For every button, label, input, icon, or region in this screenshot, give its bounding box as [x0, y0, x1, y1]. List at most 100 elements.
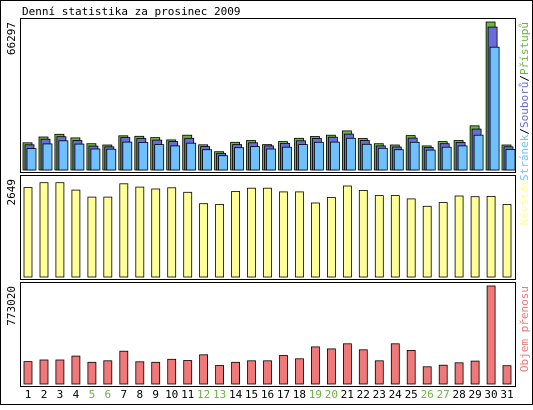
bar-Návštěv-24: [390, 195, 400, 278]
bar-Objem přenosu-18: [295, 358, 304, 385]
legend-entry: Přístupů: [518, 22, 531, 75]
bar-Stránek-29: [473, 134, 484, 171]
legend: Návštěv: [518, 179, 531, 226]
bar-Objem přenosu-17: [279, 355, 288, 385]
bar-Návštěv-29: [470, 196, 480, 278]
bar-Návštěv-16: [263, 187, 272, 278]
bar-Návštěv-18: [295, 191, 304, 278]
bar-Návštěv-17: [279, 191, 288, 278]
day-label-27: 27: [436, 388, 449, 401]
bar-Stránek-6: [106, 148, 117, 171]
bar-Objem přenosu-29: [470, 360, 480, 385]
bar-Návštěv-23: [374, 195, 384, 278]
bar-Stránek-20: [329, 141, 340, 171]
day-label-14: 14: [229, 388, 243, 401]
day-label-21: 21: [341, 388, 354, 401]
day-label-25: 25: [405, 388, 418, 401]
bar-Návštěv-13: [215, 204, 225, 278]
bar-Stránek-27: [441, 146, 452, 171]
legend-entry: Stránek: [518, 134, 531, 181]
bar-Objem přenosu-9: [151, 361, 161, 385]
day-label-11: 11: [181, 388, 194, 401]
bar-Stránek-23: [377, 147, 388, 171]
bar-Objem přenosu-11: [183, 360, 193, 385]
bar-Objem přenosu-23: [374, 360, 384, 385]
bar-Stránek-3: [58, 140, 69, 171]
bar-Návštěv-11: [183, 191, 193, 278]
bar-Stránek-4: [74, 143, 85, 171]
legend: Objem přenosu: [518, 286, 531, 372]
day-label-28: 28: [452, 388, 465, 401]
day-label-13: 13: [213, 388, 226, 401]
day-label-8: 8: [136, 388, 143, 401]
bar-Stránek-24: [393, 149, 404, 171]
day-label-4: 4: [73, 388, 80, 401]
legend-entry: Souborů: [518, 82, 531, 128]
day-label-26: 26: [421, 388, 434, 401]
day-label-3: 3: [57, 388, 64, 401]
bar-Návštěv-25: [406, 198, 416, 278]
bar-Stránek-12: [202, 149, 213, 171]
bar-Stránek-30: [489, 46, 500, 171]
day-label-30: 30: [484, 388, 497, 401]
day-label-7: 7: [120, 388, 127, 401]
bar-Návštěv-4: [71, 189, 81, 278]
bar-Návštěv-15: [247, 187, 256, 278]
day-label-24: 24: [389, 388, 403, 401]
bar-Stránek-17: [282, 146, 292, 171]
bar-Objem přenosu-30: [486, 285, 496, 385]
bar-Objem přenosu-24: [390, 343, 400, 385]
bar-Návštěv-21: [342, 185, 352, 278]
day-label-18: 18: [293, 388, 306, 401]
bar-Objem přenosu-16: [263, 360, 272, 385]
bar-Stránek-25: [409, 141, 420, 171]
bar-Návštěv-6: [103, 196, 113, 278]
day-label-12: 12: [197, 388, 210, 401]
day-label-20: 20: [325, 388, 338, 401]
bar-Objem přenosu-2: [39, 359, 49, 385]
day-labels: 1 2 3 4 5 6 7 8 9 10 11 12 13 14 15 16 17 18 19 20 21 22 23 24 2…: [25, 388, 514, 401]
day-label-22: 22: [357, 388, 370, 401]
day-label-2: 2: [41, 388, 48, 401]
legend: Stránek/Souborů/Přístupů: [518, 22, 531, 181]
bar-Objem přenosu-10: [167, 358, 177, 385]
bar-Návštěv-9: [151, 188, 161, 278]
bar-Návštěv-22: [358, 189, 368, 278]
bar-Návštěv-28: [454, 195, 464, 278]
day-label-10: 10: [165, 388, 178, 401]
bar-Návštěv-1: [23, 187, 33, 278]
bar-Návštěv-31: [502, 204, 512, 278]
bar-Objem přenosu-15: [247, 360, 256, 385]
bar-Návštěv-12: [199, 203, 209, 278]
day-label-15: 15: [245, 388, 258, 401]
bar-Stránek-19: [313, 141, 324, 171]
bar-Návštěv-2: [39, 182, 49, 278]
bar-Návštěv-8: [135, 186, 145, 278]
bar-Návštěv-27: [438, 202, 448, 278]
bar-Stránek-11: [186, 142, 197, 171]
bar-Objem přenosu-6: [103, 360, 113, 385]
day-label-9: 9: [152, 388, 159, 401]
legend-entry: /: [518, 128, 531, 135]
bar-Návštěv-19: [310, 202, 320, 278]
day-label-6: 6: [104, 388, 111, 401]
day-label-29: 29: [468, 388, 481, 401]
bar-Stránek-18: [298, 144, 308, 171]
bar-Objem přenosu-25: [406, 349, 416, 385]
y-max-label: 2649: [5, 179, 18, 206]
day-label-19: 19: [309, 388, 322, 401]
bar-Stránek-7: [122, 141, 133, 171]
bar-Objem přenosu-31: [502, 365, 512, 385]
day-label-1: 1: [25, 388, 32, 401]
bar-Objem přenosu-12: [199, 354, 209, 385]
bar-Stránek-21: [345, 137, 356, 171]
bar-Návštěv-14: [231, 191, 241, 278]
bar-Návštěv-3: [55, 182, 65, 278]
bar-Objem přenosu-4: [71, 355, 81, 385]
bar-Stránek-8: [138, 142, 149, 171]
bar-Stránek-5: [90, 148, 101, 171]
bar-Objem přenosu-26: [422, 366, 432, 385]
